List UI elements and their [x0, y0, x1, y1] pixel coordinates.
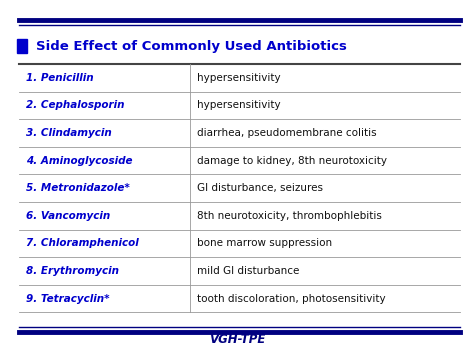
Text: 4. Aminoglycoside: 4. Aminoglycoside [26, 155, 133, 165]
Text: bone marrow suppression: bone marrow suppression [197, 238, 332, 248]
Text: 5. Metronidazole*: 5. Metronidazole* [26, 183, 130, 193]
Text: 2. Cephalosporin: 2. Cephalosporin [26, 100, 125, 110]
Text: 3. Clindamycin: 3. Clindamycin [26, 128, 112, 138]
Text: tooth discoloration, photosensitivity: tooth discoloration, photosensitivity [197, 294, 385, 304]
Text: 7. Chloramphenicol: 7. Chloramphenicol [26, 238, 139, 248]
Text: damage to kidney, 8th neurotoxicity: damage to kidney, 8th neurotoxicity [197, 155, 387, 165]
Text: 6. Vancomycin: 6. Vancomycin [26, 211, 110, 221]
Text: GI disturbance, seizures: GI disturbance, seizures [197, 183, 323, 193]
Text: hypersensitivity: hypersensitivity [197, 73, 280, 83]
Text: 8. Erythromycin: 8. Erythromycin [26, 266, 119, 276]
Text: Side Effect of Commonly Used Antibiotics: Side Effect of Commonly Used Antibiotics [36, 40, 346, 53]
Text: VGH-TPE: VGH-TPE [209, 333, 265, 346]
Text: hypersensitivity: hypersensitivity [197, 100, 280, 110]
Text: mild GI disturbance: mild GI disturbance [197, 266, 299, 276]
Text: 1. Penicillin: 1. Penicillin [26, 73, 94, 83]
Text: diarrhea, pseudomembrane colitis: diarrhea, pseudomembrane colitis [197, 128, 376, 138]
Text: 9. Tetracyclin*: 9. Tetracyclin* [26, 294, 109, 304]
Text: 8th neurotoxicity, thrombophlebitis: 8th neurotoxicity, thrombophlebitis [197, 211, 382, 221]
Bar [17, 39, 27, 53]
